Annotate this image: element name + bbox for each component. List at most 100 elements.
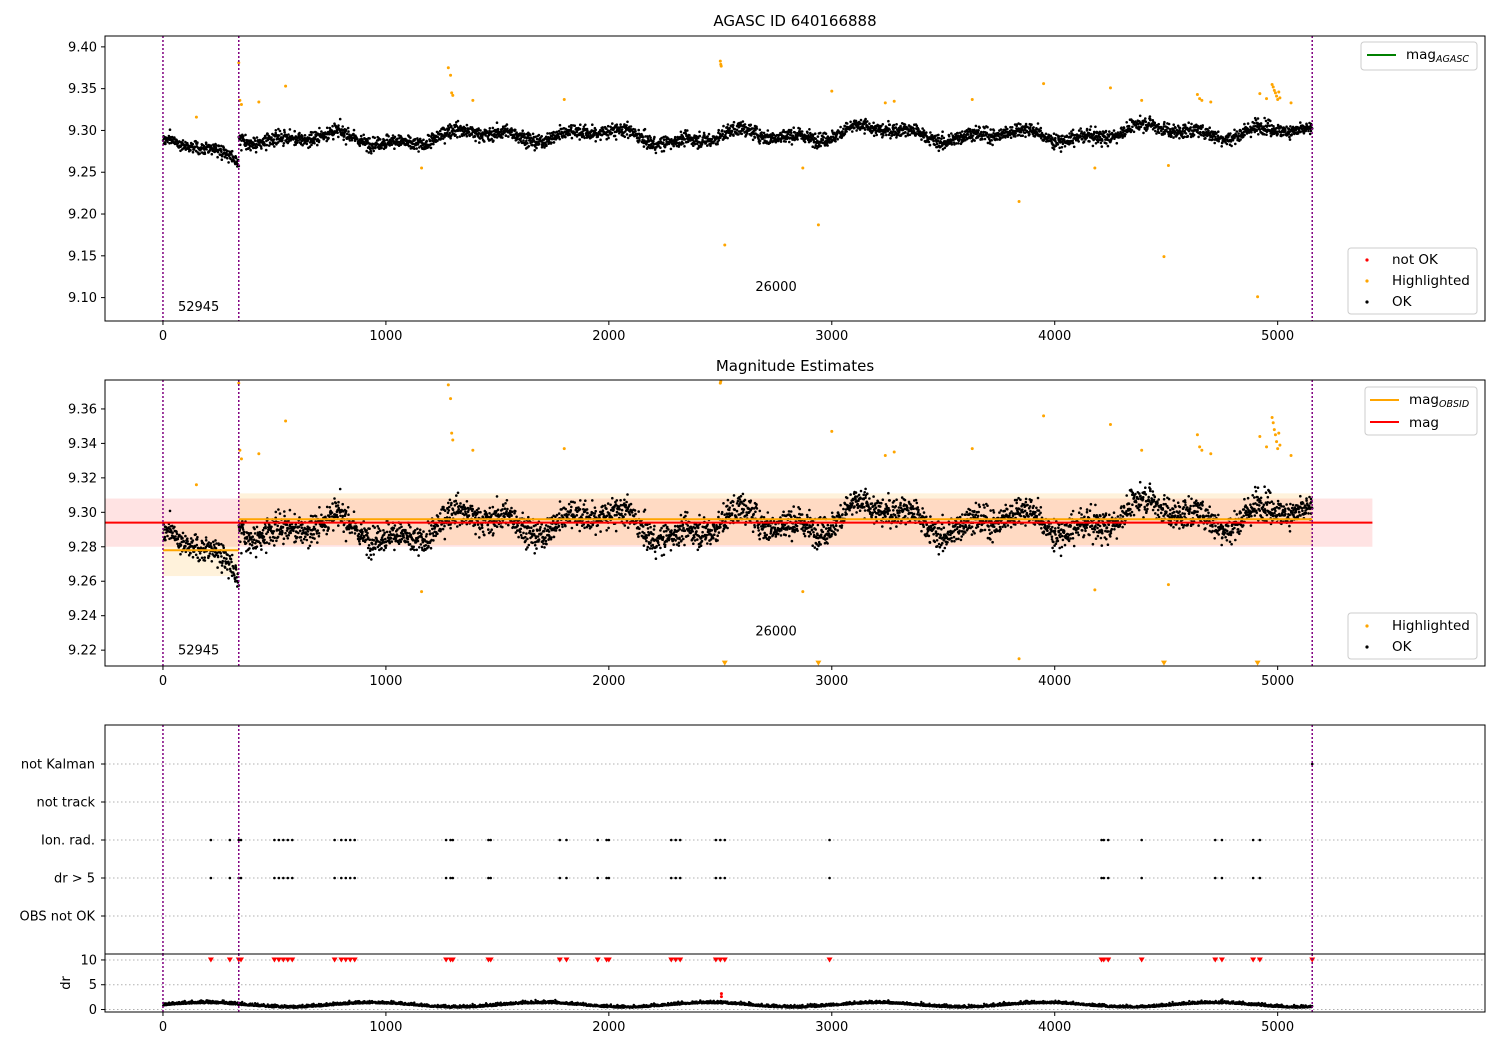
ok-point — [387, 135, 390, 138]
ok-point — [855, 129, 858, 132]
ok-point — [974, 124, 978, 128]
ok-point — [792, 126, 795, 129]
ok-point — [465, 123, 469, 127]
ok-point — [427, 134, 431, 137]
ok-point — [343, 134, 346, 138]
ok-point — [196, 141, 199, 144]
ok-point — [732, 120, 736, 124]
ok-point — [250, 543, 254, 547]
ok-point — [1091, 144, 1095, 148]
ok-point — [451, 508, 455, 512]
ok-point — [277, 127, 280, 131]
ok-point — [300, 526, 304, 529]
ok-point — [404, 528, 407, 532]
ok-point — [1144, 117, 1147, 120]
ok-point — [1014, 135, 1017, 138]
ok-point — [195, 538, 199, 541]
ok-point — [540, 135, 543, 138]
ok-point — [318, 506, 321, 509]
ok-point — [173, 136, 176, 139]
ok-point — [450, 124, 453, 128]
ok-point — [1149, 117, 1152, 121]
ok-point — [456, 491, 460, 495]
ok-point — [1290, 133, 1294, 136]
ok-point — [293, 129, 297, 133]
ok-point — [1032, 126, 1035, 129]
ok-point — [1108, 130, 1111, 133]
ok-point — [447, 501, 450, 505]
ok-point — [283, 514, 286, 518]
ok-point — [368, 137, 371, 140]
ok-point — [470, 504, 474, 508]
ok-point — [1131, 125, 1134, 129]
ok-point — [1288, 138, 1292, 141]
ok-point — [535, 146, 538, 150]
ok-point — [384, 546, 388, 550]
highlighted-point — [1289, 101, 1293, 105]
ok-point — [429, 532, 432, 535]
ok-point — [204, 539, 208, 542]
ok-point — [454, 499, 458, 503]
ok-point — [376, 525, 380, 528]
ok-point — [220, 564, 224, 567]
ok-point — [325, 126, 329, 130]
legend-highlighted-marker — [1365, 279, 1369, 283]
ok-point — [275, 539, 278, 543]
panel-agasc-title: AGASC ID 640166888 — [713, 12, 876, 30]
ok-point — [305, 538, 309, 542]
ok-point — [448, 505, 451, 509]
ok-point — [182, 540, 186, 543]
ok-point — [192, 148, 196, 151]
ok-point — [179, 552, 182, 556]
ok-point — [599, 138, 602, 142]
x-tick-label: 3000 — [815, 329, 848, 344]
ok-point — [212, 543, 216, 547]
ok-point — [1178, 126, 1182, 130]
ok-point — [171, 531, 174, 534]
ok-point — [282, 542, 285, 546]
ok-point — [191, 142, 195, 146]
ok-point — [428, 529, 431, 533]
ok-point — [351, 136, 354, 140]
ok-point — [1006, 127, 1009, 131]
ok-point — [242, 135, 245, 138]
ok-point — [1269, 119, 1272, 123]
ok-point — [203, 556, 206, 559]
ok-point — [416, 527, 419, 531]
highlighted-point — [883, 101, 887, 105]
ok-point — [710, 137, 714, 141]
ok-point — [402, 536, 406, 539]
ok-point — [1302, 132, 1306, 135]
ok-point — [467, 514, 471, 517]
ok-point — [242, 530, 246, 534]
ok-point — [438, 512, 442, 515]
ok-point — [281, 531, 284, 534]
ok-point — [784, 140, 787, 143]
ok-point — [523, 133, 526, 137]
ok-point — [1170, 134, 1173, 138]
ok-point — [672, 144, 675, 148]
ok-point — [991, 143, 994, 147]
ok-point — [367, 544, 371, 547]
ok-point — [1014, 132, 1017, 135]
ok-point — [310, 540, 313, 544]
ok-point — [564, 135, 567, 139]
highlighted-point — [257, 100, 261, 104]
ok-point — [304, 535, 307, 538]
highlighted-point — [1200, 98, 1204, 102]
ok-point — [1161, 127, 1165, 131]
ok-point — [406, 540, 410, 544]
ok-point — [816, 135, 820, 138]
ok-point — [1112, 129, 1116, 132]
ok-point — [448, 498, 452, 502]
ok-point — [313, 537, 316, 540]
ok-point — [427, 545, 430, 549]
ok-point — [882, 134, 885, 137]
ok-point — [281, 138, 284, 142]
ok-point — [459, 502, 462, 505]
ok-point — [382, 529, 385, 532]
ok-point — [219, 552, 223, 555]
ok-point — [709, 144, 712, 148]
ok-point — [248, 144, 252, 148]
ok-point — [722, 124, 725, 128]
